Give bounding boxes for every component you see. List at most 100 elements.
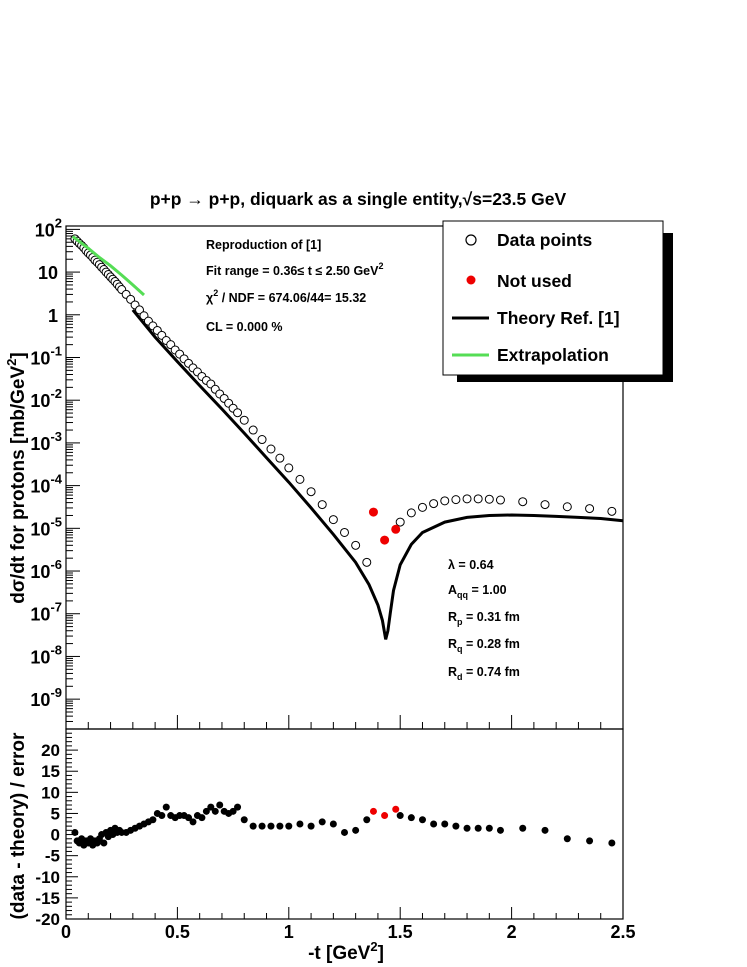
x-tick-label: 1 [284,922,294,942]
data-point [275,453,285,463]
param-lambda: λ = 0.64 [448,558,494,572]
param-lambda-value: = 0.64 [455,558,494,572]
residual-point [267,822,275,830]
bottom-y-axis-label: (data - theory) / error [8,732,29,919]
title-sqrt-sign: √ [463,189,473,209]
data-point [306,487,316,497]
top-y-tick-label-exp: -9 [50,685,62,700]
param-rp-sub: p [457,617,463,627]
title-prefix: p+p → p+p, diquark as a single entity, [150,189,463,209]
residual-point [608,839,616,847]
residual-point [240,816,248,824]
data-point [362,557,372,567]
param-aqq-sub: qq [457,590,468,600]
data-point [417,502,427,512]
top-y-tick-label: 10-7 [30,600,62,625]
top-y-tick-label: 10-9 [30,685,62,710]
data-point [540,500,550,510]
legend-theory-label: Theory Ref. [1] [497,308,620,328]
param-rp-value: = 0.31 fm [463,610,520,624]
top-y-axis-label-close: ] [8,352,29,358]
residual-point [318,818,326,826]
top-y-tick-label-exp: -8 [50,642,62,657]
legend: Data points Not used Theory Ref. [1] Ext… [442,220,673,382]
bottom-y-tick-label: 5 [51,804,60,823]
x-tick-label: 2.5 [610,922,635,942]
residual-series [71,801,616,849]
data-point [239,415,249,425]
fit-info-line-3: χ2 / NDF = 674.06/44= 15.32 [206,288,366,305]
bottom-y-tick-label: -10 [35,868,60,887]
not-used-point [368,507,378,517]
residual-point [541,826,549,834]
data-point [340,527,349,537]
top-y-tick-label: 102 [35,215,62,240]
bottom-y-tick-label: 20 [41,741,60,760]
top-y-tick-label-exp: -6 [50,557,62,572]
data-point [451,495,461,505]
param-rd-value: = 0.74 fm [463,665,520,679]
bottom-plot-frame [65,728,624,920]
residual-point [276,822,284,830]
top-y-tick-label-base: 10 [30,519,50,539]
residual-point [586,837,594,845]
residual-point [249,822,257,830]
param-rd-sub: d [457,672,463,682]
top-y-tick-label-base: 10 [30,434,50,454]
param-aqq-sym: A [448,583,457,597]
data-point [484,494,494,504]
parameter-list: λ = 0.64 Aqq = 1.00 Rp = 0.31 fm Rq = 0.… [448,558,520,682]
param-rq: Rq = 0.28 fm [448,637,520,654]
fit-info-line-4: CL = 0.000 % [206,320,283,334]
bottom-y-tick-label: 0 [51,826,60,845]
fit-info-line-1: Reproduction of [1] [206,238,321,252]
residual-point [407,814,415,822]
residual-point [158,812,166,820]
fit-info-line-2: Fit range = 0.36≤ t ≤ 2.50 GeV2 [206,261,384,278]
param-rq-value: = 0.28 fm [463,637,520,651]
extrapolation-curve [71,235,146,297]
residual-point [189,818,197,826]
x-tick-labels: 0 0.5 1 1.5 2 2.5 [61,922,636,942]
data-point [462,494,472,504]
top-y-tick-labels: 10210110-110-210-310-410-510-610-710-810… [30,215,62,710]
residual-point [216,801,224,809]
param-rq-sub: q [457,644,463,654]
top-y-tick-label: 10-5 [30,514,62,539]
top-y-tick-label: 10-4 [30,472,62,497]
top-y-tick-label: 10-1 [30,344,62,369]
x-axis-label-base: -t [GeV [308,943,371,964]
top-y-tick-label-exp: -2 [50,386,62,401]
top-y-tick-label-base: 10 [30,349,50,369]
legend-open-circle-icon [465,234,477,246]
theory-curve [131,308,624,640]
data-point [518,497,528,507]
residual-point [496,826,504,834]
not-used-series [368,507,401,545]
x-tick-label: 0.5 [165,922,190,942]
param-lambda-sym: λ [448,558,455,572]
data-point [248,425,258,435]
not-used-point [391,524,401,534]
residual-point [258,822,266,830]
title-suffix: s=23.5 GeV [472,189,566,209]
top-y-tick-label: 10-2 [30,386,62,411]
residual-point [229,807,237,815]
residual-point [474,824,482,832]
residual-point [430,820,438,828]
residual-point [296,820,304,828]
data-point [395,517,405,527]
x-axis-label: -t [GeV2] [308,939,384,964]
residual-point [202,807,210,815]
top-axis-ticks [65,228,624,730]
top-y-tick-label-exp: -3 [50,429,62,444]
data-point [295,474,305,484]
chi-symbol: χ [206,291,214,305]
residual-point [463,824,471,832]
fit-range-sup: 2 [378,261,383,271]
bottom-y-tick-label: -15 [35,889,60,908]
residual-point [563,835,571,843]
data-point [135,305,145,315]
data-point [473,494,483,504]
param-rp: Rp = 0.31 fm [448,610,520,627]
